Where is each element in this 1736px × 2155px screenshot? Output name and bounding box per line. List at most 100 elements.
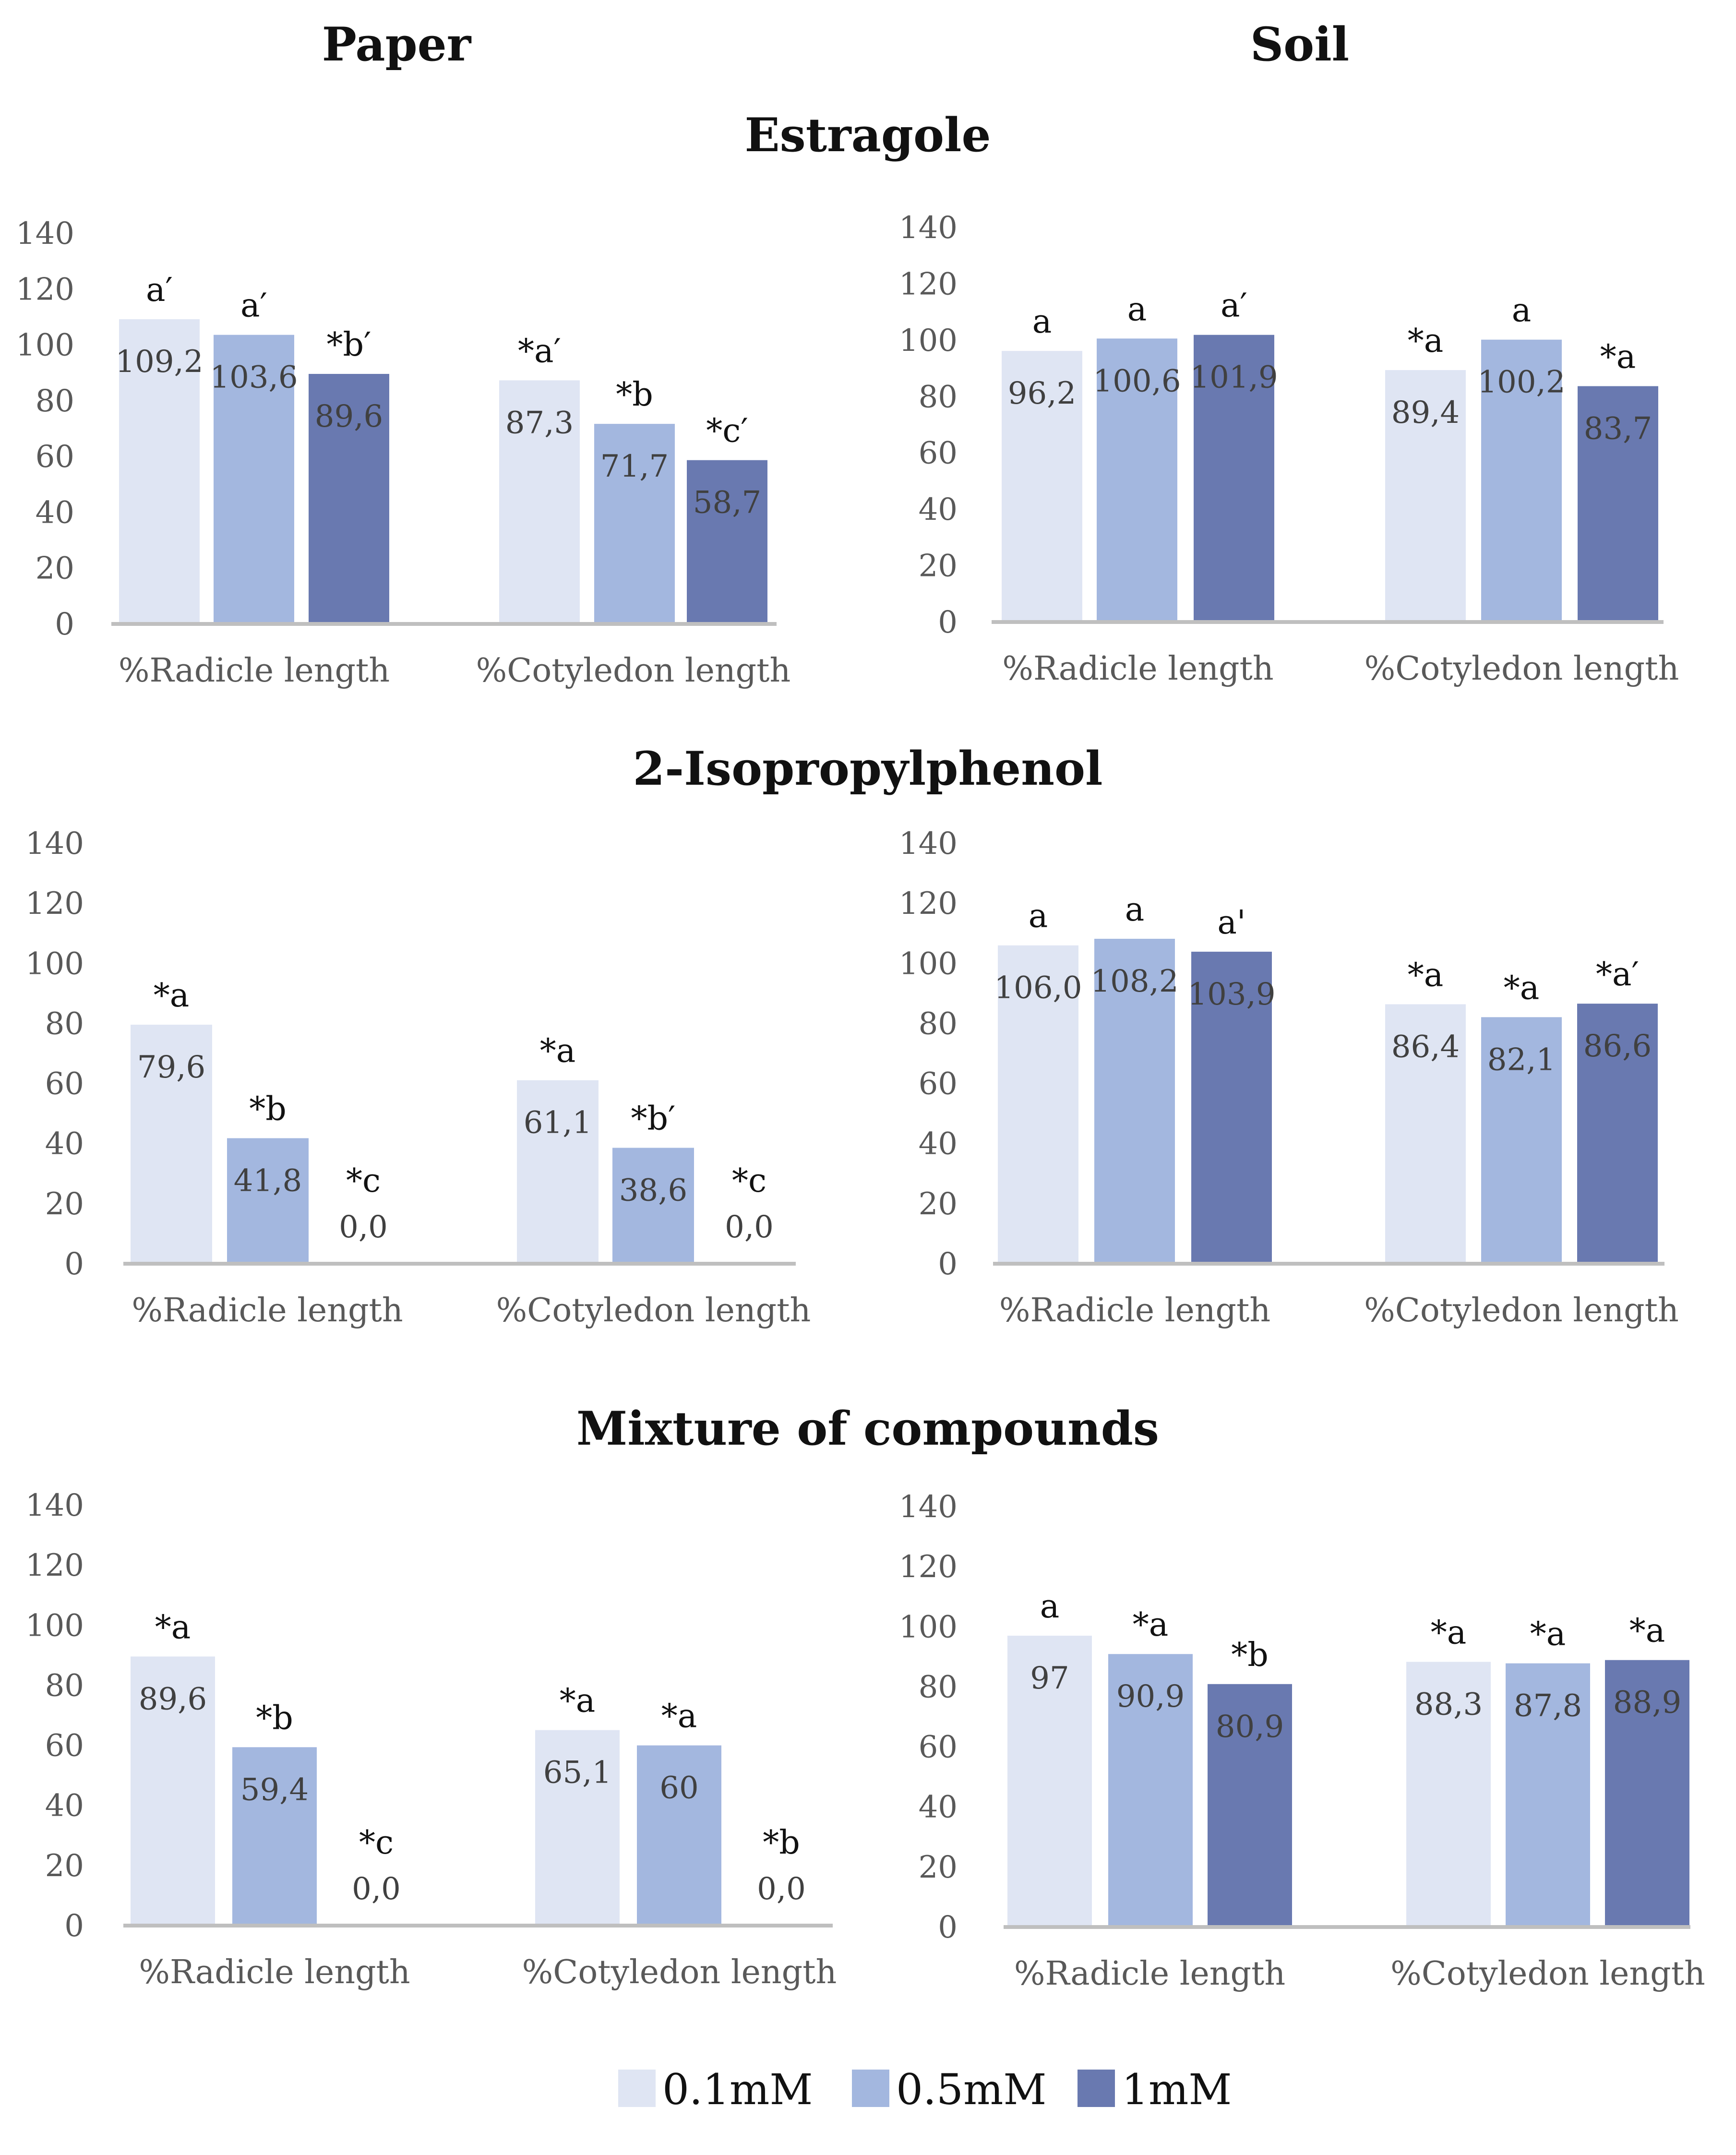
bar-1mm-radicle-length [1194, 335, 1274, 622]
significance-letter: *a [154, 977, 190, 1015]
y-tick-label: 20 [45, 1848, 84, 1884]
bar-0-5mm-cotyledon-length [612, 1148, 694, 1264]
y-tick-label: 40 [919, 1790, 958, 1825]
bar-0-5mm-cotyledon-length [1506, 1663, 1590, 1927]
legend-label-0-5mM: 0.5mM [896, 2065, 1047, 2114]
data-label: 87,3 [505, 405, 574, 441]
significance-letter: *b [256, 1699, 293, 1737]
x-category-label: %Radicle length [119, 652, 390, 690]
data-label: 89,6 [139, 1681, 207, 1717]
y-tick-label: 40 [919, 1126, 958, 1162]
y-tick-label: 60 [45, 1066, 84, 1102]
legend: 0.1mM 0.5mM 1mM [618, 2065, 1232, 2114]
bar-0-1mm-cotyledon-length [1385, 1004, 1466, 1264]
bar-1mm-cotyledon-length [1605, 1660, 1689, 1927]
y-tick-label: 60 [919, 1730, 958, 1765]
chart-mixture-of-compounds-soil: 0 20 40 60 80 100 120 140 97 a 88,3 *a 90,9 *a 87,8 *a 8… [899, 1489, 1705, 1993]
x-category-label: %Radicle length [1002, 650, 1273, 688]
bar-0-5mm-cotyledon-length [637, 1745, 721, 1926]
y-tick-label: 80 [36, 383, 74, 419]
column-title-soil: Soil [1250, 17, 1349, 72]
bar-1mm-cotyledon-length [1577, 1004, 1658, 1264]
section-title-estragole: Estragole [744, 108, 991, 162]
x-category-label: %Radicle length [139, 1953, 410, 1991]
data-label: 82,1 [1487, 1042, 1556, 1078]
x-category-label: %Cotyledon length [522, 1953, 837, 1991]
y-tick-label: 60 [919, 1066, 958, 1102]
x-category-label: %Cotyledon length [1390, 1955, 1705, 1993]
column-title-paper: Paper [322, 17, 472, 72]
bar-0-5mm-radicle-length [1108, 1654, 1193, 1927]
significance-letter: *b [1231, 1636, 1269, 1674]
x-category-label: %Radicle length [132, 1292, 403, 1329]
data-label: 106,0 [994, 970, 1082, 1006]
x-category-label: %Cotyledon length [476, 652, 791, 690]
bar-1mm-radicle-length [1191, 951, 1272, 1264]
y-tick-label: 100 [25, 946, 84, 982]
chart-estragole-soil: 0 20 40 60 80 100 120 140 96,2 a 89,4 *a 100,6 a 100,2… [899, 210, 1679, 688]
significance-letter: *a′ [518, 332, 561, 370]
y-tick-label: 60 [919, 436, 958, 471]
y-tick-label: 80 [45, 1006, 84, 1042]
y-tick-label: 120 [899, 266, 958, 302]
significance-letter: *a [1629, 1612, 1665, 1650]
y-tick-label: 120 [25, 1548, 84, 1583]
bar-0-5mm-cotyledon-length [594, 424, 675, 624]
data-label: 0,0 [339, 1209, 388, 1245]
y-tick-label: 140 [899, 1489, 958, 1525]
significance-letter: a [1125, 891, 1145, 929]
significance-letter: a [1127, 290, 1147, 328]
data-label: 87,8 [1514, 1688, 1582, 1724]
y-tick-label: 0 [938, 1246, 958, 1282]
bar-0-1mm-cotyledon-length [1406, 1662, 1491, 1927]
legend-swatch-1mM [1078, 2070, 1115, 2107]
bar-0-5mm-radicle-length [232, 1747, 317, 1926]
data-label: 41,8 [234, 1163, 302, 1198]
bar-0-1mm-cotyledon-length [535, 1730, 620, 1926]
legend-swatch-0-5mM [852, 2070, 889, 2107]
data-label: 0,0 [352, 1871, 401, 1907]
significance-letter: *b [763, 1824, 800, 1862]
y-tick-label: 120 [25, 886, 84, 922]
bar-0-1mm-radicle-length [998, 945, 1078, 1264]
data-label: 58,7 [693, 485, 762, 521]
data-label: 103,6 [210, 360, 298, 395]
data-label: 88,3 [1414, 1687, 1483, 1722]
x-category-label: %Radicle length [999, 1292, 1270, 1329]
data-label: 0,0 [757, 1871, 806, 1907]
bar-0-1mm-radicle-length [131, 1024, 212, 1264]
significance-letter: *a [560, 1682, 596, 1720]
chart-panels: 0 20 40 60 80 100 120 140 109,2 a′ 87,3 *a′ 103,6 a′ 7… [16, 210, 1705, 1993]
data-label: 103,9 [1187, 977, 1275, 1012]
y-tick-label: 40 [45, 1788, 84, 1824]
chart-2-isopropylphenol-soil: 0 20 40 60 80 100 120 140 106,0 a 86,4 *a 108,2 a 82,1… [899, 826, 1679, 1329]
y-tick-label: 100 [899, 1609, 958, 1645]
bar-0-1mm-radicle-length [1002, 351, 1082, 622]
y-tick-label: 60 [45, 1728, 84, 1764]
significance-letter: a [1032, 303, 1052, 341]
y-tick-label: 40 [36, 495, 74, 530]
data-label: 79,6 [137, 1050, 206, 1085]
bar-0-5mm-radicle-length [1094, 938, 1175, 1264]
y-tick-label: 60 [36, 439, 74, 475]
data-label: 0,0 [725, 1209, 774, 1245]
chart-2-isopropylphenol-paper: 0 20 40 60 80 100 120 140 79,6 *a 61,1 *a 41,8 *b 38,6… [25, 826, 811, 1329]
y-tick-label: 40 [919, 492, 958, 527]
y-tick-label: 0 [64, 1246, 84, 1282]
data-label: 86,6 [1583, 1029, 1652, 1064]
bar-0-5mm-radicle-length [214, 335, 294, 624]
bar-1mm-cotyledon-length [687, 460, 767, 624]
data-label: 89,4 [1391, 395, 1460, 431]
legend-swatch-0-1mM [618, 2070, 656, 2107]
y-tick-label: 100 [899, 946, 958, 982]
y-tick-label: 100 [899, 323, 958, 359]
bar-0-1mm-cotyledon-length [517, 1080, 599, 1264]
bar-0-1mm-cotyledon-length [1385, 370, 1466, 622]
significance-letter: *a [1408, 956, 1444, 994]
significance-letter: *c [359, 1824, 394, 1862]
bar-1mm-radicle-length [309, 374, 389, 624]
data-label: 101,9 [1190, 360, 1278, 395]
significance-letter: a [1040, 1588, 1060, 1626]
y-tick-label: 80 [919, 379, 958, 415]
